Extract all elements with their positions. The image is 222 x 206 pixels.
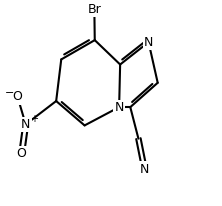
Text: −: −	[5, 88, 14, 97]
Text: O: O	[17, 147, 27, 160]
Text: O: O	[13, 90, 22, 103]
Text: N: N	[21, 118, 30, 131]
Text: N: N	[144, 36, 153, 49]
Text: N: N	[114, 101, 124, 114]
Text: N: N	[140, 163, 149, 176]
Text: Br: Br	[87, 3, 101, 16]
Text: +: +	[30, 114, 38, 124]
